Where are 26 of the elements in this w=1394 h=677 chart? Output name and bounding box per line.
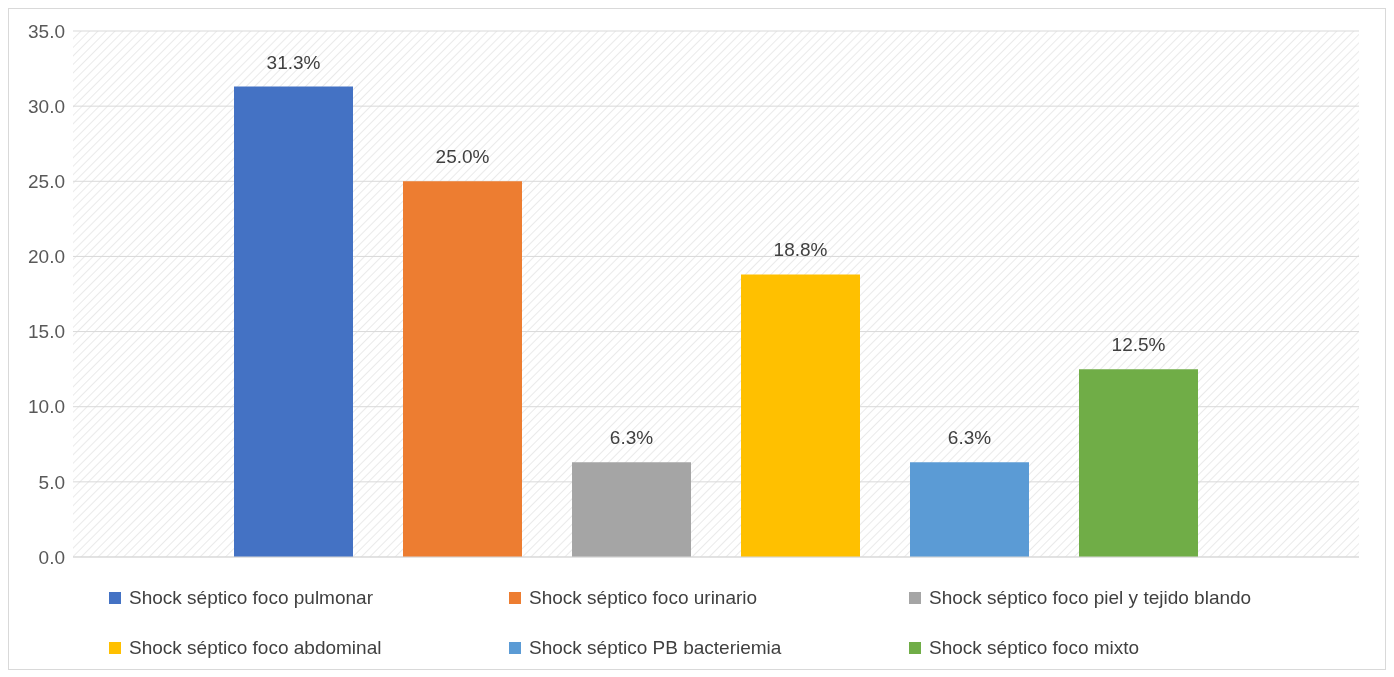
legend-label: Shock séptico foco mixto xyxy=(929,637,1140,659)
data-label: 6.3% xyxy=(609,427,654,449)
data-label: 25.0% xyxy=(435,146,490,168)
data-label: 31.3% xyxy=(266,51,321,73)
y-tick-label: 0.0 xyxy=(38,546,65,568)
bar xyxy=(572,462,691,557)
y-tick-label: 25.0 xyxy=(28,171,65,193)
legend-label: Shock séptico foco urinario xyxy=(529,587,758,609)
bar xyxy=(234,86,353,557)
legend-label: Shock séptico foco abdominal xyxy=(129,637,382,659)
y-tick-label: 5.0 xyxy=(38,471,65,493)
y-tick-label: 30.0 xyxy=(28,95,65,117)
legend-label: Shock séptico foco pulmonar xyxy=(129,587,373,609)
y-tick-label: 15.0 xyxy=(28,321,65,343)
y-tick-label: 10.0 xyxy=(28,396,65,418)
legend-label: Shock séptico foco piel y tejido blando xyxy=(929,587,1252,609)
bar xyxy=(910,462,1029,557)
legend-label: Shock séptico PB bacteriemia xyxy=(529,637,782,659)
data-label: 6.3% xyxy=(947,427,992,449)
data-label: 12.5% xyxy=(1111,334,1166,356)
data-label: 18.8% xyxy=(773,239,828,261)
bar xyxy=(1079,369,1198,557)
bar xyxy=(741,274,860,557)
bar xyxy=(403,181,522,557)
y-tick-label: 35.0 xyxy=(28,20,65,42)
y-tick-label: 20.0 xyxy=(28,246,65,268)
